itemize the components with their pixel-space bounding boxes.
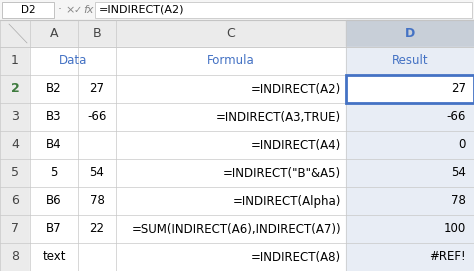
Bar (0, 75, 30, 103)
Bar (78, 215, 116, 243)
Bar (30, 215, 78, 243)
Text: 2: 2 (10, 82, 19, 95)
Text: =INDIRECT(A2): =INDIRECT(A2) (99, 5, 184, 15)
Bar (116, 20, 346, 47)
Bar (78, 131, 116, 159)
Text: =INDIRECT(Alpha): =INDIRECT(Alpha) (233, 195, 341, 208)
Text: B6: B6 (46, 195, 62, 208)
Bar (30, 103, 78, 131)
Bar (0, 159, 30, 187)
Text: 5: 5 (50, 166, 58, 179)
Bar (30, 47, 78, 75)
Text: ·: · (58, 4, 62, 17)
Bar (346, 47, 474, 75)
Text: =INDIRECT(A3,TRUE): =INDIRECT(A3,TRUE) (216, 111, 341, 124)
Bar (0, 243, 30, 271)
Text: C: C (227, 27, 236, 40)
Bar (346, 187, 474, 215)
Text: Result: Result (392, 54, 428, 67)
Bar (2, 2, 54, 18)
Bar (95, 2, 472, 18)
Text: ✓: ✓ (74, 5, 82, 15)
Text: B3: B3 (46, 111, 62, 124)
Text: 22: 22 (90, 222, 104, 235)
Bar (116, 243, 346, 271)
Text: 3: 3 (11, 111, 19, 124)
Bar (346, 75, 474, 103)
Text: 7: 7 (11, 222, 19, 235)
Text: fx: fx (83, 5, 93, 15)
Text: 27: 27 (451, 82, 466, 95)
Text: 6: 6 (11, 195, 19, 208)
Bar (0, 215, 30, 243)
Text: 78: 78 (451, 195, 466, 208)
Bar (78, 103, 116, 131)
Bar (30, 75, 78, 103)
Text: D: D (405, 27, 415, 40)
Bar (30, 187, 78, 215)
Text: =INDIRECT(A8): =INDIRECT(A8) (251, 250, 341, 263)
Bar (0, 103, 30, 131)
Text: Formula: Formula (207, 54, 255, 67)
Bar (346, 215, 474, 243)
Bar (78, 20, 116, 47)
Bar (30, 159, 78, 187)
Text: A: A (50, 27, 58, 40)
Bar (0, 20, 30, 47)
Text: =INDIRECT("B"&A5): =INDIRECT("B"&A5) (223, 166, 341, 179)
Bar (346, 20, 474, 47)
Text: =SUM(INDIRECT(A6),INDIRECT(A7)): =SUM(INDIRECT(A6),INDIRECT(A7)) (131, 222, 341, 235)
Text: B2: B2 (46, 82, 62, 95)
Bar (2, 2, 54, 18)
Text: B: B (93, 27, 101, 40)
Bar (346, 131, 474, 159)
Bar (0, 47, 30, 75)
Bar (346, 75, 474, 103)
Bar (78, 187, 116, 215)
Text: 27: 27 (90, 82, 104, 95)
Bar (78, 75, 116, 103)
Bar (346, 159, 474, 187)
Bar (116, 215, 346, 243)
Text: D2: D2 (21, 5, 35, 15)
Text: 54: 54 (90, 166, 104, 179)
Text: 0: 0 (459, 138, 466, 151)
Text: text: text (42, 250, 66, 263)
Bar (30, 131, 78, 159)
Text: 78: 78 (90, 195, 104, 208)
Bar (346, 103, 474, 131)
Text: 5: 5 (11, 166, 19, 179)
Bar (116, 103, 346, 131)
Text: 54: 54 (451, 166, 466, 179)
Bar (116, 75, 346, 103)
Text: B4: B4 (46, 138, 62, 151)
Text: #REF!: #REF! (429, 250, 466, 263)
Bar (95, 2, 472, 18)
Bar (116, 131, 346, 159)
Bar (116, 159, 346, 187)
Bar (0, 131, 30, 159)
Bar (346, 243, 474, 271)
Bar (30, 243, 78, 271)
Bar (78, 243, 116, 271)
Text: B7: B7 (46, 222, 62, 235)
Text: 4: 4 (11, 138, 19, 151)
Text: 1: 1 (11, 54, 19, 67)
Bar (116, 187, 346, 215)
Bar (0, 187, 30, 215)
Text: Data: Data (59, 54, 87, 67)
Text: -66: -66 (87, 111, 107, 124)
Text: 8: 8 (11, 250, 19, 263)
Text: =INDIRECT(A4): =INDIRECT(A4) (251, 138, 341, 151)
Text: -66: -66 (447, 111, 466, 124)
Text: 100: 100 (444, 222, 466, 235)
Bar (78, 159, 116, 187)
Bar (0, 0, 474, 20)
Bar (30, 20, 78, 47)
Bar (116, 47, 346, 75)
Bar (78, 47, 116, 75)
Text: =INDIRECT(A2): =INDIRECT(A2) (251, 82, 341, 95)
Text: ×: × (65, 5, 74, 15)
